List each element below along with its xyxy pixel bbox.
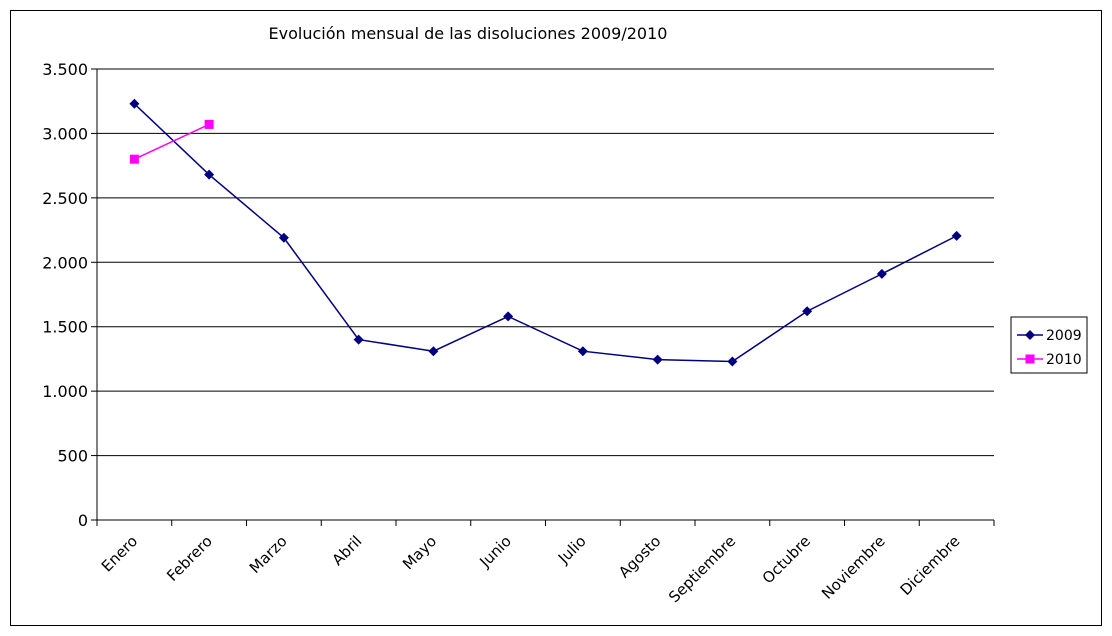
y-tick-label: 3.500	[42, 60, 88, 79]
data-point	[876, 268, 887, 279]
data-point	[503, 311, 514, 322]
data-point	[577, 346, 588, 357]
chart-frame: Evolución mensual de las disoluciones 20…	[10, 10, 1102, 626]
data-point	[652, 354, 663, 365]
series-line	[134, 123, 210, 160]
data-point	[129, 98, 140, 109]
x-tick-label: Septiembre	[665, 532, 739, 606]
x-tick-label: Febrero	[163, 532, 216, 585]
y-tick-label: 2.500	[42, 189, 88, 208]
legend-item: 2009	[1017, 328, 1082, 344]
y-tick-label: 3.000	[42, 124, 88, 143]
plot-area: 0 500 1.000 1.500 2.000 2.500 3.000 3.500 Enero F…	[42, 60, 995, 606]
legend-box	[1010, 316, 1088, 374]
line-chart: Evolución mensual de las disoluciones 20…	[42, 24, 1088, 606]
data-point	[204, 169, 215, 180]
y-tick-label: 1.500	[42, 318, 88, 337]
legend-label: 2010	[1046, 352, 1082, 368]
y-tick-label: 0	[78, 511, 88, 530]
series-line	[133, 103, 957, 363]
data-point	[278, 232, 289, 243]
legend-marker	[1025, 354, 1035, 364]
x-tick-label: Mayo	[399, 532, 440, 573]
series-2009	[129, 98, 962, 367]
legend-item: 2010	[1017, 352, 1082, 368]
x-tick-label: Marzo	[246, 532, 291, 577]
x-tick-label: Noviembre	[818, 532, 889, 603]
x-tick-label: Diciembre	[897, 532, 964, 599]
data-point	[428, 346, 439, 357]
legend-marker	[1025, 330, 1035, 340]
legend-label: 2009	[1046, 328, 1082, 344]
data-point	[727, 356, 738, 367]
x-tick-label: Agosto	[615, 532, 664, 581]
legend: 2009 2010	[1010, 316, 1088, 374]
data-point	[129, 154, 139, 164]
chart-title: Evolución mensual de las disoluciones 20…	[269, 24, 668, 43]
x-tick-label: Octubre	[759, 532, 814, 587]
y-tick-label: 2.000	[42, 253, 88, 272]
x-tick-label: Abril	[328, 532, 365, 569]
data-point	[951, 230, 962, 241]
data-point	[353, 334, 364, 345]
data-point	[204, 119, 214, 129]
data-point	[802, 306, 813, 317]
x-tick-label: Julio	[554, 532, 590, 568]
y-tick-label: 1.000	[42, 382, 88, 401]
y-tick-label: 500	[57, 447, 88, 466]
x-tick-label: Junio	[475, 532, 514, 571]
x-tick-label: Enero	[98, 532, 141, 575]
series-2010	[129, 119, 214, 164]
